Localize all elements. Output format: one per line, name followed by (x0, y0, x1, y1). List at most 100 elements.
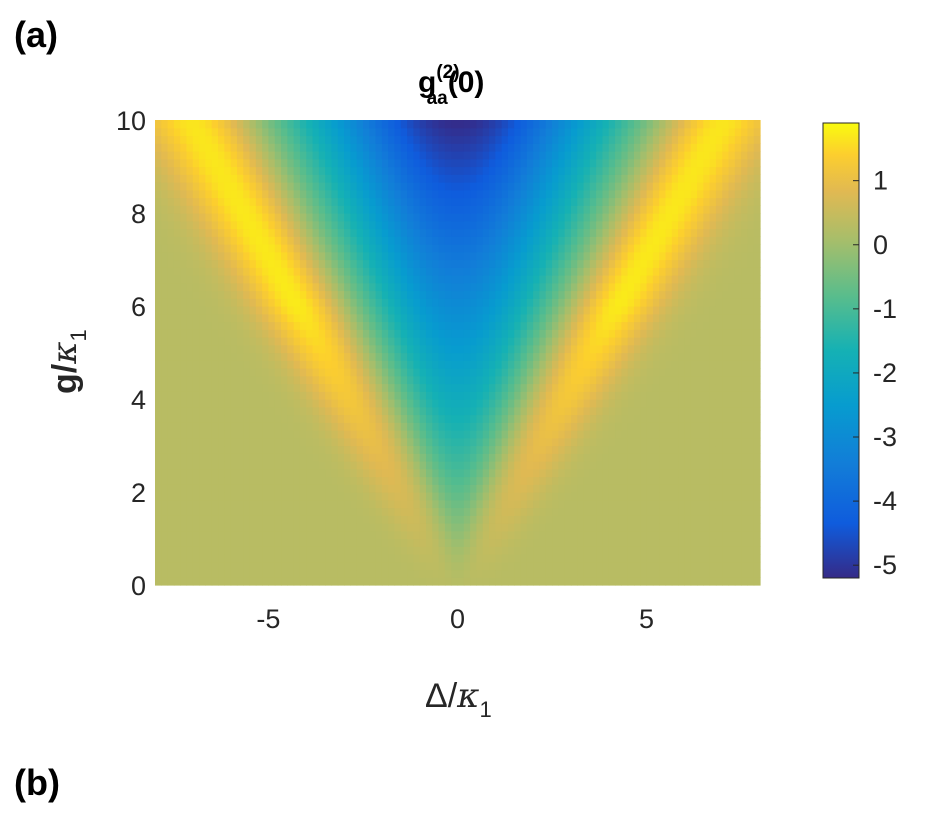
heatmap-cell (362, 437, 370, 447)
heatmap-cell (621, 337, 629, 346)
heatmap-cell (621, 538, 629, 547)
heatmap-cell (173, 220, 181, 230)
heatmap-cell (633, 306, 641, 315)
heatmap-cell (249, 213, 257, 222)
heatmap-cell (419, 569, 427, 578)
heatmap-cell (318, 383, 326, 392)
heatmap-cell (596, 499, 604, 509)
heatmap-cell (293, 352, 301, 361)
heatmap-cell (318, 507, 326, 516)
heatmap-cell (514, 561, 522, 571)
heatmap-cell (457, 368, 465, 377)
heatmap-cell (696, 236, 704, 245)
heatmap-cell (425, 205, 433, 214)
heatmap-cell (407, 329, 414, 338)
heatmap-cell (249, 399, 257, 408)
heatmap-cell (728, 182, 736, 191)
heatmap-cell (470, 437, 477, 447)
heatmap-cell (293, 530, 301, 540)
heatmap-cell (696, 244, 704, 253)
heatmap-cell (432, 344, 440, 354)
heatmap-cell (533, 306, 541, 315)
heatmap-cell (375, 290, 383, 299)
heatmap-cell (470, 329, 477, 338)
heatmap-cell (192, 476, 200, 485)
heatmap-cell (633, 182, 641, 191)
heatmap-cell (722, 220, 730, 230)
heatmap-cell (407, 282, 414, 292)
heatmap-cell (274, 298, 282, 307)
heatmap-cell (596, 290, 604, 299)
heatmap-cell (438, 244, 446, 253)
heatmap-cell (186, 507, 194, 516)
heatmap-cell (646, 344, 654, 354)
heatmap-cell (577, 399, 585, 408)
heatmap-cell (715, 468, 723, 478)
heatmap-cell (312, 383, 320, 392)
heatmap-cell (413, 430, 421, 439)
heatmap-cell (205, 492, 213, 501)
heatmap-cell (533, 298, 541, 307)
heatmap-cell (507, 251, 515, 261)
heatmap-cell (659, 259, 667, 268)
heatmap-cell (457, 197, 465, 206)
heatmap-cell (199, 492, 207, 501)
heatmap-cell (293, 492, 301, 501)
heatmap-cell (262, 275, 270, 284)
heatmap-cell (281, 577, 288, 586)
heatmap-cell (413, 228, 421, 237)
heatmap-cell (236, 561, 244, 571)
heatmap-cell (312, 329, 320, 338)
heatmap-cell (526, 569, 534, 578)
heatmap-cell (362, 228, 370, 237)
heatmap-cell (489, 368, 496, 377)
heatmap-cell (747, 290, 755, 299)
heatmap-cell (325, 391, 333, 400)
heatmap-cell (665, 329, 673, 338)
heatmap-cell (526, 530, 534, 540)
heatmap-cell (249, 422, 257, 431)
heatmap-cell (570, 538, 578, 547)
heatmap-cell (419, 205, 427, 214)
heatmap-cell (318, 259, 326, 268)
heatmap-cell (696, 189, 704, 199)
heatmap-cell (293, 461, 301, 470)
heatmap-cell (640, 251, 648, 261)
heatmap-cell (709, 577, 717, 586)
heatmap-cell (696, 507, 704, 516)
heatmap-cell (444, 461, 452, 470)
heatmap-cell (337, 399, 345, 408)
heatmap-cell (602, 499, 610, 509)
heatmap-cell (224, 383, 232, 392)
heatmap-cell (400, 337, 408, 346)
heatmap-cell (690, 569, 698, 578)
heatmap-cell (640, 282, 648, 292)
heatmap-cell (646, 492, 654, 501)
heatmap-cell (526, 437, 534, 447)
heatmap-cell (281, 422, 288, 431)
heatmap-cell (703, 275, 711, 284)
heatmap-cell (419, 523, 427, 532)
heatmap-cell (476, 290, 484, 299)
heatmap-cell (249, 523, 257, 532)
heatmap-cell (753, 213, 761, 222)
heatmap-cell (375, 275, 383, 284)
heatmap-cell (325, 228, 333, 237)
heatmap-cell (350, 468, 358, 478)
heatmap-cell (602, 399, 610, 408)
heatmap-cell (249, 306, 257, 315)
heatmap-cell (671, 546, 679, 555)
heatmap-cell (381, 515, 389, 524)
heatmap-cell (268, 453, 276, 462)
heatmap-cell (281, 499, 288, 509)
heatmap-cell (703, 468, 711, 478)
heatmap-cell (646, 329, 654, 338)
heatmap-cell (451, 205, 459, 214)
heatmap-cell (249, 507, 257, 516)
heatmap-cell (665, 577, 673, 586)
heatmap-cell (388, 275, 396, 284)
heatmap-cell (369, 523, 377, 532)
heatmap-cell (520, 430, 528, 439)
heatmap-cell (615, 298, 622, 307)
